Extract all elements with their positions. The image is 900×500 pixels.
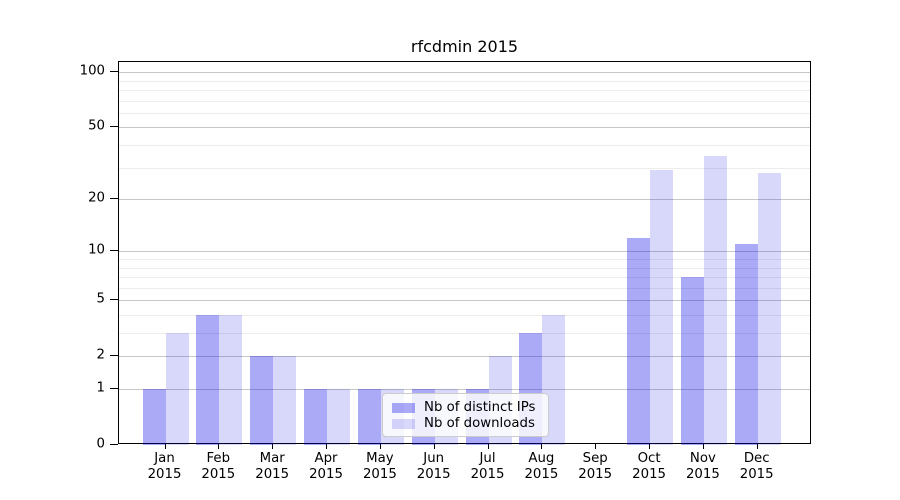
- legend-swatch: [392, 418, 415, 429]
- x-tick-mark: [218, 444, 220, 449]
- y-tick-mark: [110, 355, 118, 357]
- bar-distinct-ips: [250, 356, 274, 445]
- x-tick-label: Feb 2015: [201, 451, 236, 482]
- gridline-minor: [119, 100, 810, 102]
- legend-item-distinct-ips: Nb of distinct IPs: [392, 400, 540, 415]
- bar-distinct-ips: [304, 389, 327, 445]
- x-tick-label: Aug 2015: [524, 451, 559, 482]
- bar-downloads: [650, 170, 674, 445]
- gridline-minor: [119, 112, 810, 114]
- bar-distinct-ips: [680, 277, 704, 445]
- bar-downloads: [165, 333, 189, 445]
- gridline-minor: [119, 167, 810, 169]
- gridline-minor: [119, 259, 810, 260]
- x-tick-mark: [487, 444, 489, 449]
- y-tick-mark: [110, 388, 118, 389]
- gridline-minor: [119, 277, 810, 278]
- y-tick-mark: [110, 250, 118, 252]
- bar-downloads: [757, 173, 781, 445]
- x-tick-mark: [164, 444, 166, 449]
- bar-distinct-ips: [357, 389, 381, 445]
- y-tick-label: 20: [88, 190, 105, 206]
- y-tick-label: 5: [96, 291, 105, 307]
- x-tick-mark: [272, 444, 274, 449]
- gridline-minor: [119, 267, 810, 269]
- legend-item-downloads: Nb of downloads: [392, 416, 540, 431]
- y-tick-label: 10: [88, 242, 105, 258]
- bar-downloads: [327, 389, 350, 445]
- gridline-major: [119, 389, 810, 390]
- y-tick-label: 50: [88, 118, 105, 134]
- gridline-major: [119, 300, 810, 302]
- legend-label: Nb of downloads: [424, 416, 535, 431]
- legend-swatch: [392, 402, 415, 413]
- x-tick-mark: [702, 444, 704, 449]
- x-tick-label: Nov 2015: [685, 451, 720, 482]
- gridline-minor: [119, 90, 810, 91]
- y-tick-mark: [110, 299, 118, 301]
- bar-distinct-ips: [734, 244, 758, 445]
- y-tick-label: 100: [79, 63, 105, 79]
- gridline-major: [119, 127, 810, 129]
- plot-area: Nb of distinct IPs Nb of downloads: [118, 61, 811, 445]
- x-tick-label: Jul 2015: [470, 451, 505, 482]
- gridline-minor: [119, 80, 810, 82]
- y-tick-mark: [110, 444, 118, 445]
- x-tick-label: Jun 2015: [416, 451, 451, 482]
- x-tick-mark: [649, 444, 651, 449]
- x-tick-mark: [433, 444, 435, 449]
- x-tick-label: Oct 2015: [632, 451, 667, 482]
- x-tick-mark: [756, 444, 758, 449]
- x-tick-mark: [541, 444, 543, 449]
- x-tick-label: Dec 2015: [739, 451, 774, 482]
- y-tick-label: 0: [96, 436, 105, 452]
- gridline-major: [119, 356, 810, 358]
- legend: Nb of distinct IPs Nb of downloads: [382, 393, 549, 437]
- x-tick-label: Jan 2015: [147, 451, 182, 482]
- bar-downloads: [273, 356, 297, 445]
- x-tick-label: Apr 2015: [309, 451, 343, 482]
- legend-label: Nb of distinct IPs: [424, 400, 536, 415]
- x-tick-mark: [595, 444, 597, 449]
- gridline-minor: [119, 145, 810, 146]
- gridline-major: [119, 199, 810, 201]
- gridline-minor: [119, 333, 810, 334]
- x-tick-label: Mar 2015: [255, 451, 290, 482]
- x-tick-mark: [326, 444, 327, 449]
- chart-title: rfcdmin 2015: [410, 37, 519, 56]
- bar-downloads: [219, 315, 243, 445]
- gridline-minor: [119, 287, 810, 289]
- x-tick-label: Sep 2015: [578, 451, 613, 482]
- gridline-minor: [119, 315, 810, 316]
- bar-downloads: [703, 155, 727, 445]
- y-tick-mark: [110, 71, 118, 73]
- y-tick-mark: [110, 198, 118, 200]
- y-tick-label: 2: [96, 347, 105, 363]
- bar-distinct-ips: [627, 237, 651, 445]
- y-tick-mark: [110, 126, 118, 128]
- x-tick-label: May 2015: [362, 451, 397, 482]
- x-tick-mark: [379, 444, 381, 449]
- gridline-major: [119, 251, 810, 253]
- bar-distinct-ips: [142, 389, 166, 445]
- gridline-major: [119, 72, 810, 74]
- y-tick-label: 1: [96, 380, 105, 396]
- bar-distinct-ips: [196, 315, 220, 445]
